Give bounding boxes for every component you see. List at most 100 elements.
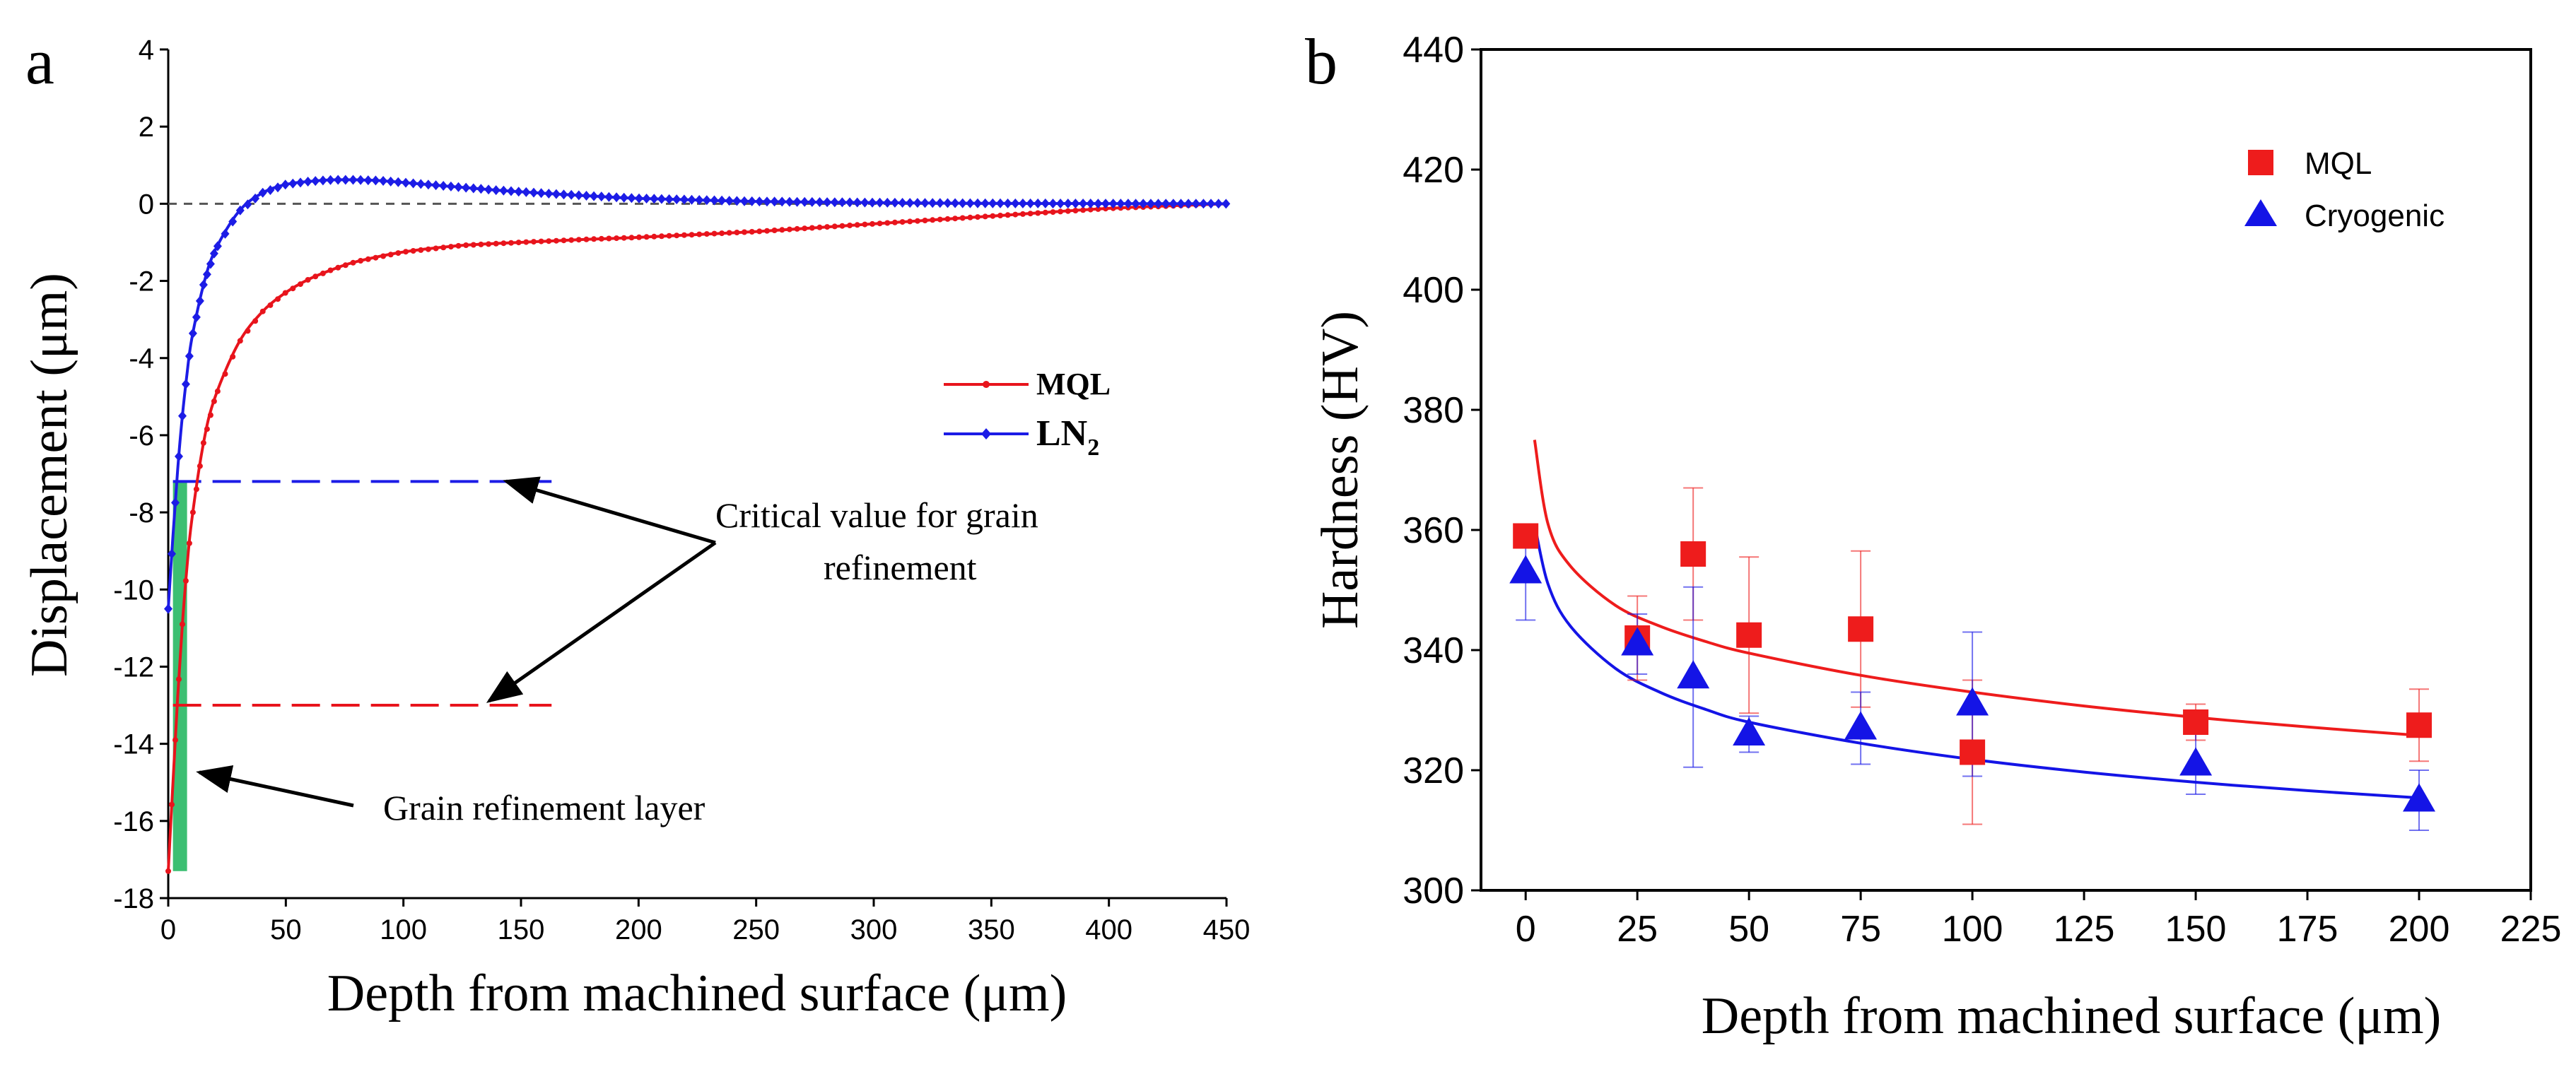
mql-point (1736, 622, 1762, 648)
mql-point (568, 237, 575, 243)
ln2-point (612, 192, 621, 203)
mql-point (197, 463, 203, 469)
ln2-point (288, 178, 298, 189)
panel-a-legend: MQL LN2 (944, 367, 1111, 461)
ln2-point (988, 198, 997, 208)
mql-point (930, 217, 936, 223)
ln2-point (1108, 199, 1118, 209)
ln2-point (559, 189, 568, 200)
mql-point (944, 216, 951, 222)
mql-point (1042, 209, 1048, 216)
ln2-point (454, 182, 463, 192)
ln2-point (642, 194, 651, 204)
mql-point (899, 219, 906, 225)
panel-b-x-tick-label: 100 (1942, 909, 2003, 950)
mql-point (1960, 739, 1986, 765)
ln2-point (725, 196, 734, 206)
panel-a-y-tick-label: -4 (129, 343, 154, 375)
ln2-point (1018, 198, 1027, 208)
ln2-point (1071, 199, 1080, 208)
mql-point (553, 237, 559, 244)
mql-point (425, 246, 431, 252)
ln2-point (1222, 199, 1231, 209)
ln2-point (356, 175, 365, 185)
mql-point (839, 223, 845, 229)
grain-refinement-annotation: Grain refinement layer (383, 788, 706, 827)
mql-point (180, 621, 185, 627)
mql-point (1095, 206, 1101, 212)
ln2-point (574, 190, 583, 201)
panel-a-x-tick-label: 350 (968, 914, 1015, 945)
mql-point (182, 578, 189, 584)
ln2-point (718, 195, 727, 206)
mql-point (222, 371, 228, 377)
ln2-point (966, 198, 975, 208)
ln2-point (958, 198, 967, 208)
mql-point (703, 231, 710, 237)
legend-cryogenic-label: Cryogenic (2305, 199, 2445, 233)
mql-point (207, 412, 213, 418)
mql-point (2406, 712, 2432, 738)
mql-point (259, 308, 266, 314)
ln2-point (943, 198, 952, 208)
cryogenic-point (2403, 783, 2435, 812)
ln2-point (883, 197, 892, 208)
mql-point (643, 234, 650, 240)
panel-a-y-tick-label: 2 (139, 112, 154, 143)
mql-point (447, 244, 454, 250)
panel-a-y-tick-label: 0 (139, 189, 154, 220)
ln2-point (192, 312, 201, 322)
ln2-point (582, 191, 591, 201)
mql-point (696, 231, 703, 237)
panel-b-error-bars (1516, 487, 2430, 831)
ln2-point (258, 187, 267, 198)
mql-point (1087, 206, 1094, 213)
mql-point (997, 213, 1003, 218)
ln2-point (522, 187, 531, 197)
panel-b-x-axis-title: Depth from machined surface (μm) (1702, 987, 2441, 1045)
ln2-point (732, 196, 742, 206)
mql-point (764, 228, 770, 234)
ln2-point (537, 188, 546, 199)
ln2-point (1146, 199, 1155, 209)
panel-b-x-tick-label: 125 (2054, 909, 2115, 950)
ln2-point (657, 194, 666, 204)
mql-point (862, 221, 868, 228)
mql-point (621, 235, 627, 241)
mql-point (211, 398, 217, 404)
ln2-point (868, 197, 877, 208)
ln2-point (185, 351, 194, 361)
panel-b-x-tick-label: 200 (2389, 909, 2450, 950)
panel-a-chart: a 0 50 100 150 200 250 300 350 400 450 4 2 0 -2 -4 -6 -… (21, 25, 1250, 1022)
mql-point (870, 220, 875, 227)
ln2-point (665, 194, 674, 204)
legend-mql-marker (983, 381, 990, 388)
legend-mql-label: MQL (1036, 367, 1111, 401)
ln2-point (544, 189, 554, 199)
ln2-point (446, 181, 455, 191)
mql-point (884, 220, 891, 226)
ln2-point (476, 184, 486, 194)
mql-point (320, 270, 326, 276)
cryogenic-point (1509, 555, 1542, 584)
panel-b-x-ticks: 0 25 50 75 100 125 150 175 200 225 (1516, 890, 2561, 950)
ln2-point (980, 198, 990, 208)
panel-a-x-ticks: 0 50 100 150 200 250 300 350 400 450 (160, 898, 1250, 945)
ln2-point (1154, 199, 1163, 209)
mql-point (794, 225, 800, 232)
ln2-point (1056, 199, 1065, 208)
ln2-point (349, 175, 358, 185)
legend-mql-label: MQL (2305, 146, 2372, 181)
mql-point (214, 388, 221, 394)
mql-point (598, 235, 604, 242)
mql-point (335, 264, 341, 271)
ln2-point (853, 197, 862, 208)
mql-point (831, 223, 838, 230)
ln2-point (747, 196, 756, 206)
mql-point (245, 328, 251, 334)
mql-point (267, 302, 274, 308)
mql-point (967, 214, 973, 220)
ln2-point (274, 182, 282, 193)
mql-point (365, 256, 371, 262)
